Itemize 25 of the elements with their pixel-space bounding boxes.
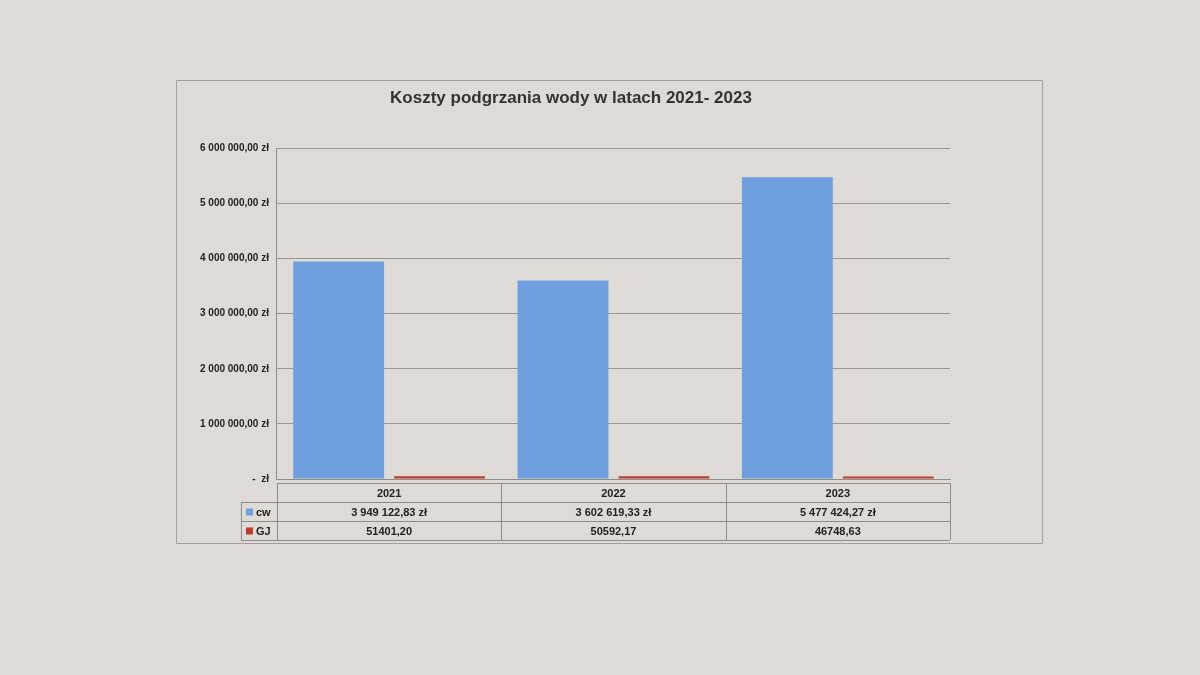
y-tick-label: 6 000 000,00 zł xyxy=(199,142,270,154)
y-tick-label: 3 000 000,00 zł xyxy=(199,307,270,319)
x-tick-label: 2023 xyxy=(825,486,851,499)
data-label: 5 477 424,27 zł xyxy=(799,505,876,518)
legend-label: cw xyxy=(255,505,272,518)
x-tick-label: 2022 xyxy=(601,486,626,499)
chart-title: Koszty podgrzania wody w latach 2021- 2023 xyxy=(390,87,752,107)
data-label: 3 602 619,33 zł xyxy=(575,505,652,518)
bar xyxy=(517,280,609,479)
y-tick-label: - zł xyxy=(252,472,270,484)
legend-label: GJ xyxy=(255,524,271,537)
bar xyxy=(394,476,486,479)
bar xyxy=(618,476,710,479)
data-label: 3 949 122,83 zł xyxy=(351,505,428,518)
x-tick-label: 2021 xyxy=(376,486,402,499)
y-tick-label: 5 000 000,00 zł xyxy=(199,197,270,209)
bar xyxy=(741,177,833,479)
y-tick-label: 2 000 000,00 zł xyxy=(199,362,270,374)
data-label: 51401,20 xyxy=(366,524,413,537)
data-label: 46748,63 xyxy=(814,524,861,537)
y-tick-label: 1 000 000,00 zł xyxy=(199,417,270,429)
data-label: 50592,17 xyxy=(590,524,637,537)
bar xyxy=(293,261,385,479)
bar xyxy=(842,476,934,479)
y-tick-label: 4 000 000,00 zł xyxy=(199,252,270,264)
